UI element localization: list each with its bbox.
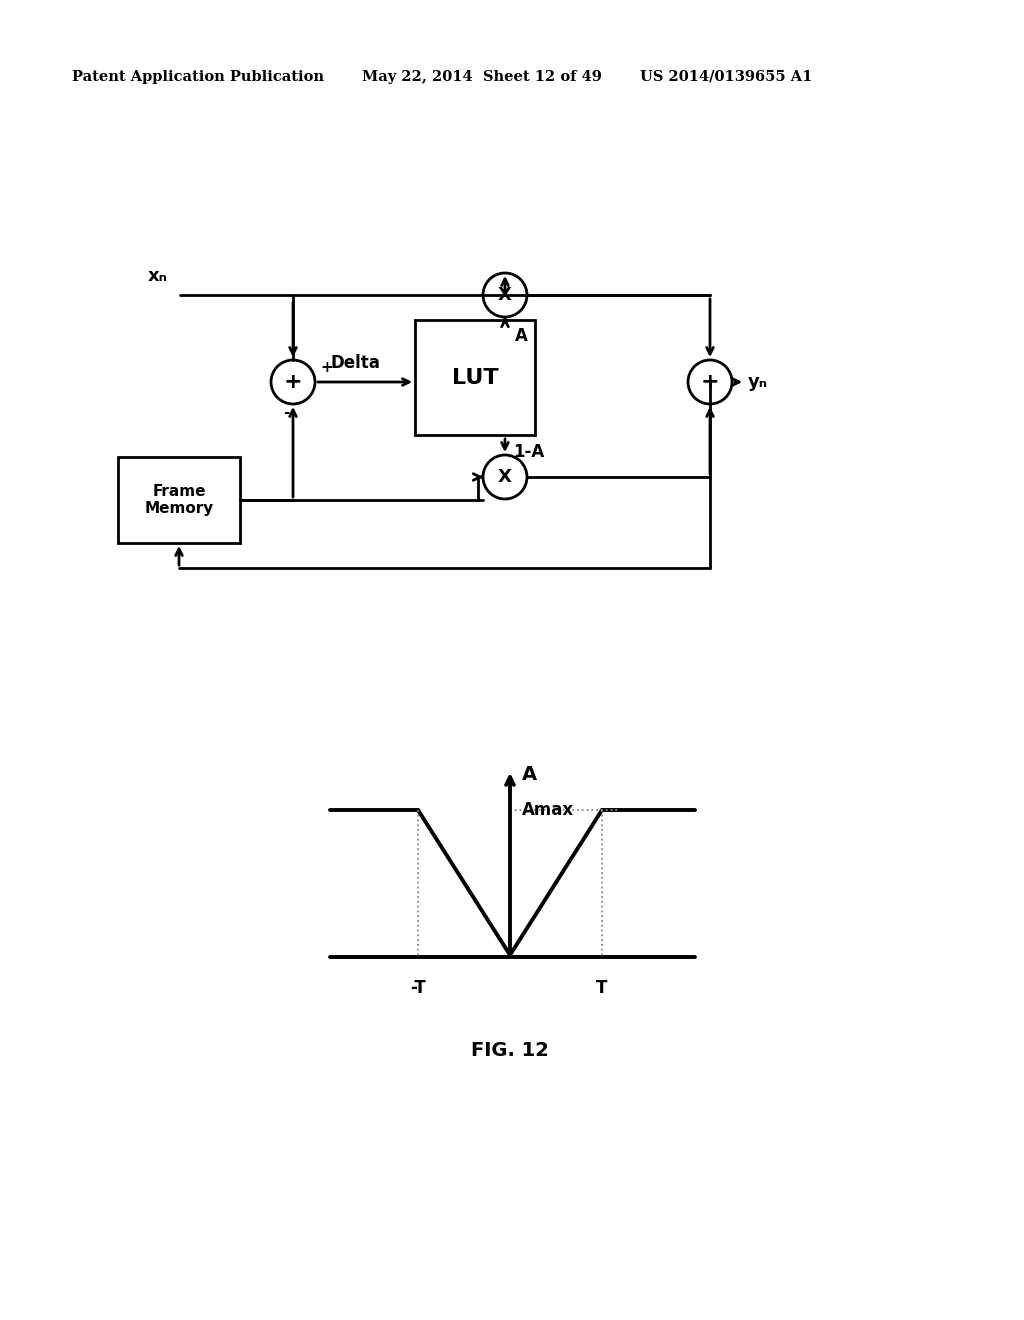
- Text: xₙ: xₙ: [148, 267, 168, 285]
- Text: US 2014/0139655 A1: US 2014/0139655 A1: [640, 70, 812, 84]
- Text: +: +: [700, 372, 719, 392]
- Text: -T: -T: [411, 979, 426, 997]
- Text: +: +: [319, 360, 333, 375]
- Text: Amax: Amax: [522, 801, 574, 818]
- Text: -: -: [283, 404, 290, 420]
- Text: A: A: [515, 327, 528, 345]
- Text: yₙ: yₙ: [748, 374, 768, 391]
- Text: X: X: [498, 469, 512, 486]
- Text: FIG. 12: FIG. 12: [471, 1040, 549, 1060]
- Text: +: +: [284, 372, 302, 392]
- Text: X: X: [498, 286, 512, 304]
- Bar: [415, 319, 535, 436]
- Text: T: T: [596, 979, 607, 997]
- Text: Delta: Delta: [330, 354, 380, 372]
- Text: LUT: LUT: [452, 367, 499, 388]
- Text: Patent Application Publication: Patent Application Publication: [72, 70, 324, 84]
- Text: Frame
Memory: Frame Memory: [144, 484, 214, 516]
- Text: A: A: [522, 766, 538, 784]
- Text: 1-A: 1-A: [513, 444, 544, 461]
- Bar: [118, 457, 240, 543]
- Text: May 22, 2014  Sheet 12 of 49: May 22, 2014 Sheet 12 of 49: [362, 70, 602, 84]
